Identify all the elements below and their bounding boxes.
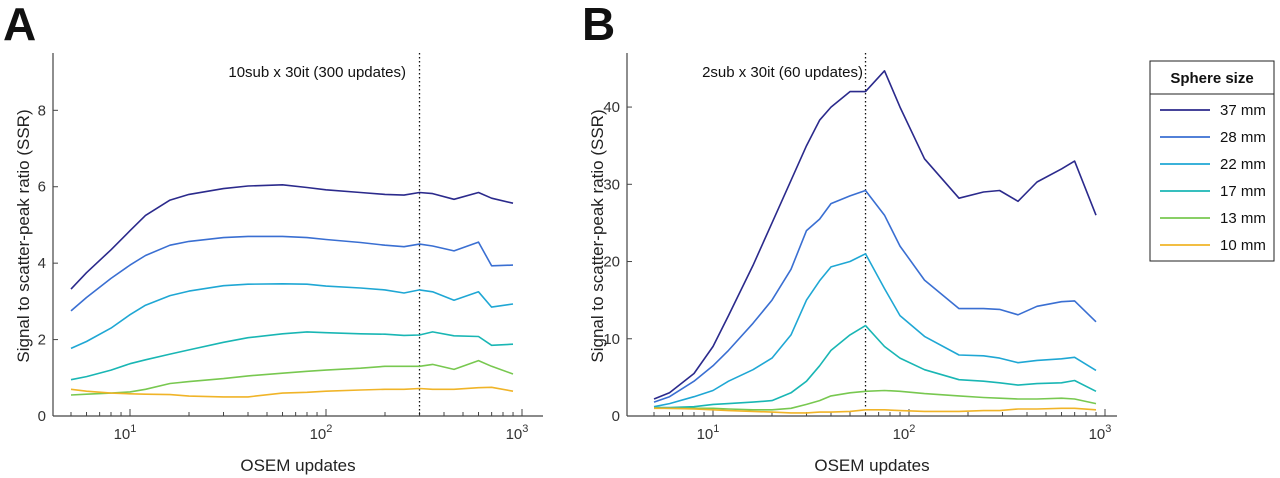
y-tick-label-a: 0 [38,408,46,425]
y-tick-label-b: 20 [603,254,620,271]
vline-annotation-b: 2sub x 30it (60 updates) [702,64,863,81]
panel-a: A 0 2 4 6 8 101 102 103 10sub x 30it (300 updat… [3,0,543,475]
series-line-a-28mm [70,235,514,312]
panel-b: B 0 10 20 30 40 101 102 103 2sub x 30it (60 upd… [582,0,1117,475]
legend-label: 17 mm [1220,183,1266,200]
series-line-a-22mm [70,283,514,350]
legend-label: 22 mm [1220,156,1266,173]
series-line-b-22mm [653,253,1097,408]
y-axis-label-b: Signal to scatter-peak ratio (SSR) [588,109,607,362]
y-tick-label-a: 4 [38,255,46,272]
panel-letter-a: A [3,0,36,50]
y-axis-label-a: Signal to scatter-peak ratio (SSR) [14,109,33,362]
plot-b-area: 0 10 20 30 40 101 102 103 [603,53,1117,443]
series-line-a-10mm [70,386,514,398]
x-axis-label-b: OSEM updates [814,456,929,475]
series-line-b-10mm [654,407,1097,414]
series-line-a-13mm [70,359,514,396]
y-tick-label-b: 40 [603,99,620,116]
legend-label: 28 mm [1220,129,1266,146]
series-line-a-37mm [70,184,514,290]
series-line-b-28mm [653,189,1097,403]
series-line-b-17mm [654,324,1097,409]
x-tick-label-a: 103 [506,423,529,443]
y-tick-label-b: 30 [603,176,620,193]
legend: Sphere size 37 mm 28 mm 22 mm 17 mm 13 mm 10 … [1149,60,1275,262]
series-line-b-37mm [653,70,1097,400]
x-tick-label-a: 102 [310,423,333,443]
x-tick-label-a: 101 [114,423,137,443]
legend-label: 37 mm [1220,102,1266,119]
plot-a-area: 0 2 4 6 8 101 102 103 [38,53,543,443]
x-tick-label-b: 102 [893,423,916,443]
y-tick-label-a: 8 [38,102,46,119]
legend-title: Sphere size [1170,70,1253,87]
series-line-a-17mm [70,331,514,381]
y-tick-label-b: 10 [603,331,620,348]
x-tick-label-b: 103 [1089,423,1112,443]
series-line-b-13mm [653,389,1097,411]
legend-entries: 37 mm 28 mm 22 mm 17 mm 13 mm 10 mm [1160,102,1266,254]
x-axis-label-a: OSEM updates [240,456,355,475]
y-tick-label-a: 6 [38,179,46,196]
y-tick-label-b: 0 [612,408,620,425]
panel-letter-b: B [582,0,615,50]
legend-label: 10 mm [1220,237,1266,254]
x-tick-label-b: 101 [697,423,720,443]
y-tick-label-a: 2 [38,332,46,349]
vline-annotation-a: 10sub x 30it (300 updates) [228,64,406,81]
legend-label: 13 mm [1220,210,1266,227]
